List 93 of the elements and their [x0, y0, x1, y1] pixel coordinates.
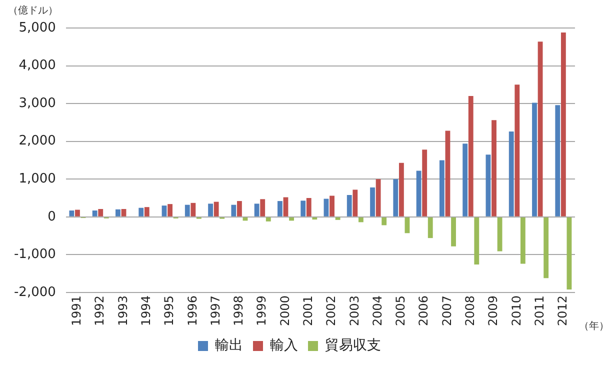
- bar: [560, 32, 566, 216]
- y-tick-label: 5,000: [18, 20, 56, 36]
- bar: [190, 202, 196, 216]
- bar: [237, 201, 242, 216]
- y-tick-label: 3,000: [18, 96, 56, 111]
- x-tick-label: 2011: [532, 295, 546, 326]
- x-tick-label: 1995: [162, 295, 176, 326]
- x-tick-label: 2005: [394, 295, 408, 326]
- bar: [184, 204, 190, 216]
- x-tick-label: 1997: [208, 295, 222, 326]
- x-tick-label: 1991: [70, 295, 84, 326]
- bar: [538, 42, 543, 216]
- x-tick-label: 2001: [301, 295, 316, 326]
- bar: [168, 204, 172, 216]
- bar: [474, 217, 480, 265]
- x-tick-label: 1999: [254, 295, 269, 326]
- bar: [532, 102, 537, 216]
- y-axis-title: （億ドル）: [8, 4, 58, 17]
- bar: [462, 144, 468, 216]
- bar: [283, 197, 288, 216]
- bar: [428, 217, 433, 238]
- bar: [278, 201, 282, 216]
- bar: [138, 208, 144, 216]
- bar: [566, 217, 572, 290]
- bar: [289, 217, 294, 221]
- x-tick-label: 2010: [509, 295, 524, 326]
- bar: [520, 217, 526, 264]
- bar: [300, 200, 306, 216]
- bar: [121, 208, 126, 216]
- bar: [266, 217, 271, 222]
- bar: [492, 120, 496, 216]
- x-tick-label: 1998: [232, 295, 246, 326]
- bar: [162, 206, 167, 216]
- bar: [382, 217, 387, 226]
- bar: [116, 209, 120, 216]
- y-tick-label: 0: [48, 209, 56, 224]
- legend-label: 輸入: [270, 338, 298, 354]
- bar: [254, 204, 260, 216]
- x-tick-label: 2007: [440, 295, 454, 326]
- bar: [92, 210, 98, 216]
- x-tick-label: 1992: [92, 295, 107, 326]
- bar: [352, 190, 358, 216]
- x-tick-label: 2008: [462, 295, 477, 326]
- x-tick-label: 2006: [416, 295, 431, 326]
- x-tick-label: 2003: [347, 295, 362, 326]
- bar: [422, 150, 428, 216]
- bar: [508, 132, 514, 216]
- bar: [306, 198, 312, 216]
- y-tick-label: 1,000: [18, 171, 56, 186]
- bar: [544, 217, 549, 278]
- x-tick-label: 1994: [139, 295, 154, 326]
- bar: [416, 170, 422, 216]
- bar: [404, 217, 410, 234]
- bar: [439, 160, 444, 216]
- bar: [98, 208, 104, 216]
- bar: [312, 217, 318, 220]
- legend-label: 輸出: [215, 338, 243, 354]
- legend-label: 貿易収支: [325, 338, 381, 354]
- bar: [514, 84, 520, 216]
- bar: [214, 202, 219, 216]
- y-tick-label: 2,000: [18, 134, 56, 149]
- y-tick-label: 4,000: [18, 58, 56, 74]
- bar: [330, 196, 334, 216]
- bar: [468, 96, 474, 216]
- x-tick-label: 2002: [324, 295, 338, 326]
- bar: [231, 204, 236, 216]
- x-tick-label: 2000: [278, 295, 292, 326]
- bar: [555, 105, 560, 216]
- bar: [398, 162, 404, 216]
- x-tick-label: 2012: [556, 295, 570, 326]
- bar: [451, 217, 456, 246]
- y-tick-label: -2,000: [14, 284, 56, 300]
- bar: [358, 217, 364, 222]
- bar: [335, 217, 340, 220]
- bar: [144, 207, 150, 216]
- bar: [497, 217, 502, 252]
- bar: [393, 179, 398, 216]
- bar: [324, 198, 329, 216]
- x-tick-label: 1993: [116, 295, 130, 326]
- bar: [208, 204, 213, 216]
- bar: [370, 187, 375, 216]
- bar: [260, 199, 266, 216]
- bar: [346, 194, 352, 216]
- bar: [69, 210, 74, 216]
- bar: [376, 179, 381, 216]
- x-axis-title: （年）: [579, 320, 609, 332]
- x-tick-label: 1996: [185, 295, 200, 326]
- y-tick-label: -1,000: [14, 247, 56, 262]
- bar: [445, 130, 450, 216]
- bar: [75, 210, 80, 216]
- bar: [486, 154, 491, 216]
- x-tick-label: 2009: [486, 295, 500, 326]
- x-tick-label: 2004: [370, 295, 384, 326]
